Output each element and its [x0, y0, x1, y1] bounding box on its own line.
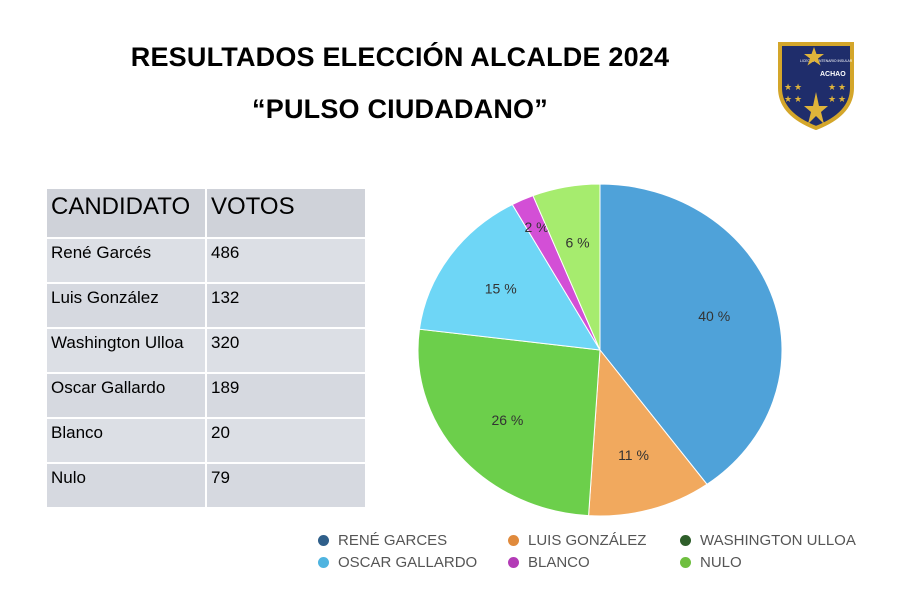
svg-text:★: ★ [838, 95, 846, 105]
legend-label: RENÉ GARCES [338, 532, 448, 549]
votes-table: CANDIDATO VOTOS René Garcés 486 Luis Gonz… [45, 187, 367, 509]
svg-text:★: ★ [838, 83, 846, 93]
school-logo: LICEO BICENTENARIO INSULAR ACHAO ★ ★★ ★ ★ ★… [778, 42, 854, 130]
chart-subtitle: “PULSO CIUDADANO” [252, 94, 548, 124]
legend-label: OSCAR GALLARDO [338, 554, 478, 571]
legend-item: RENÉ GARCES [318, 532, 447, 549]
legend-dot-icon [680, 535, 691, 546]
table-row: René Garcés 486 [45, 237, 367, 284]
logo-small-stars: ★ ★★ ★ ★ ★★ ★ [784, 83, 846, 105]
vote-count: 20 [205, 417, 367, 464]
table-row: Nulo 79 [45, 462, 367, 509]
pie-slice-2 [417, 328, 601, 517]
pie-label-0: 40 % [698, 308, 730, 324]
logo-name: ACHAO [820, 71, 846, 78]
legend-dot-icon [508, 535, 519, 546]
legend-item: NULO [680, 554, 742, 571]
candidate-name: Washington Ulloa [45, 327, 207, 374]
vote-count: 486 [205, 237, 367, 284]
logo-shield [778, 42, 854, 130]
pie-chart: 40 % 11 % 26 % 15 % 2 % 6 % [417, 183, 783, 517]
pie-slice-3 [418, 203, 601, 351]
svg-text:★: ★ [784, 95, 792, 105]
table-row: Blanco 20 [45, 417, 367, 464]
legend-dot-icon [318, 535, 329, 546]
pie-label-4: 2 % [524, 219, 548, 235]
svg-text:★: ★ [828, 83, 836, 93]
pie-label-5: 6 % [565, 234, 589, 250]
svg-text:★: ★ [794, 95, 802, 105]
legend-dot-icon [680, 557, 691, 568]
logo-star-bottom [804, 92, 828, 124]
legend-label: BLANCO [528, 554, 590, 571]
pie-slice-5 [532, 183, 601, 351]
vote-count: 189 [205, 372, 367, 419]
svg-text:★: ★ [794, 83, 802, 93]
svg-text:★: ★ [784, 83, 792, 93]
legend-item: WASHINGTON ULLOA [680, 532, 856, 549]
candidate-name: Oscar Gallardo [45, 372, 207, 419]
pie-slice-1 [588, 348, 708, 517]
table-row: Luis González 132 [45, 282, 367, 329]
table-header-row: CANDIDATO VOTOS [45, 187, 367, 239]
header-votes: VOTOS [205, 187, 367, 239]
legend-label: LUIS GONZÁLEZ [528, 532, 647, 549]
pie-label-3: 15 % [485, 280, 517, 296]
logo-top-text: LICEO BICENTENARIO INSULAR [800, 59, 853, 63]
candidate-name: René Garcés [45, 237, 207, 284]
pie-label-1: 11 % [618, 447, 649, 463]
vote-count: 320 [205, 327, 367, 374]
table-row: Oscar Gallardo 189 [45, 372, 367, 419]
logo-star-large [804, 47, 824, 66]
legend-item: OSCAR GALLARDO [318, 554, 477, 571]
vote-count: 132 [205, 282, 367, 329]
legend-label: WASHINGTON ULLOA [700, 532, 856, 549]
candidate-name: Blanco [45, 417, 207, 464]
svg-text:★: ★ [828, 95, 836, 105]
table-row: Washington Ulloa 320 [45, 327, 367, 374]
vote-count: 79 [205, 462, 367, 509]
legend-item: LUIS GONZÁLEZ [508, 532, 646, 549]
chart-title: RESULTADOS ELECCIÓN ALCALDE 2024 [130, 42, 670, 72]
legend-label: NULO [700, 554, 742, 571]
candidate-name: Luis González [45, 282, 207, 329]
legend-dot-icon [508, 557, 519, 568]
legend-item: BLANCO [508, 554, 590, 571]
candidate-name: Nulo [45, 462, 207, 509]
pie-slice-0 [599, 183, 783, 485]
pie-label-2: 26 % [491, 412, 523, 428]
header-candidate: CANDIDATO [45, 187, 207, 239]
legend-dot-icon [318, 557, 329, 568]
